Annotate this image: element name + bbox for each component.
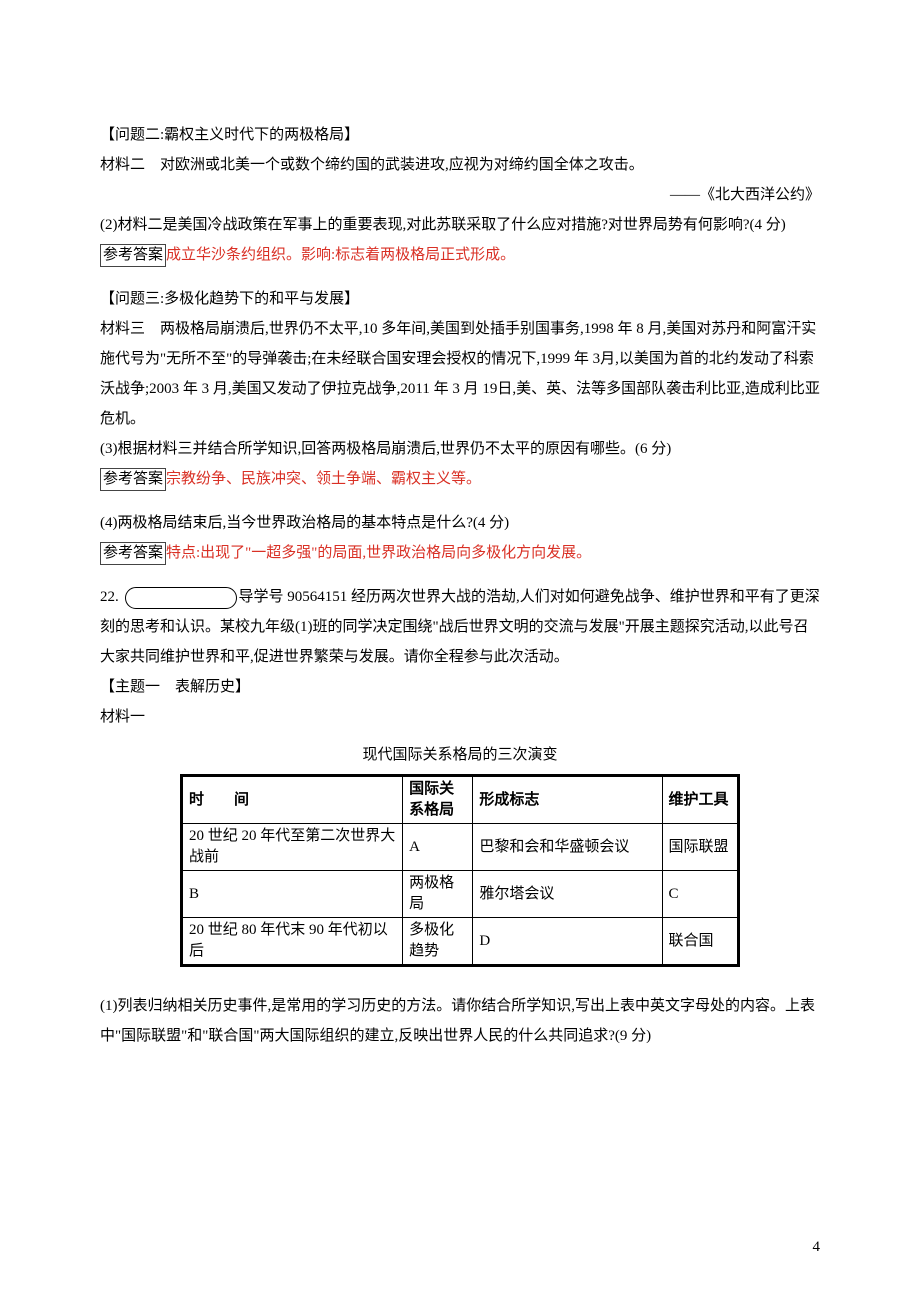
table-row: 20 世纪 20 年代至第二次世界大战前 A 巴黎和会和华盛顿会议 国际联盟 xyxy=(182,824,739,871)
table-cell: 巴黎和会和华盛顿会议 xyxy=(473,824,662,871)
answer-4-line: 参考答案特点:出现了"一超多强"的局面,世界政治格局向多极化方向发展。 xyxy=(100,538,820,568)
table-cell: 两极格局 xyxy=(403,871,473,918)
question-2: (2)材料二是美国冷战政策在军事上的重要表现,对此苏联采取了什么应对措施?对世界… xyxy=(100,210,820,240)
answer-3-line: 参考答案宗教纷争、民族冲突、领土争端、霸权主义等。 xyxy=(100,464,820,494)
table-cell: 国际联盟 xyxy=(662,824,738,871)
table-cell: 联合国 xyxy=(662,918,738,966)
history-table: 时 间 国际关系格局 形成标志 维护工具 20 世纪 20 年代至第二次世界大战… xyxy=(180,774,740,967)
table-cell: 多极化趋势 xyxy=(403,918,473,966)
table-row: 20 世纪 80 年代末 90 年代初以后 多极化趋势 D 联合国 xyxy=(182,918,739,966)
material2-source: ——《北大西洋公约》 xyxy=(100,180,820,210)
table-header: 形成标志 xyxy=(473,776,662,824)
section3-heading: 【问题三:多极化趋势下的和平与发展】 xyxy=(100,284,820,314)
theme1-heading: 【主题一 表解历史】 xyxy=(100,672,820,702)
table-cell: A xyxy=(403,824,473,871)
document-page: 【问题二:霸权主义时代下的两极格局】 材料二 对欧洲或北美一个或数个缔约国的武装… xyxy=(0,0,920,1302)
question-22-lead: 22. 导学号 90564151 经历两次世界大战的浩劫,人们对如何避免战争、维… xyxy=(100,582,820,672)
question-number: 22. xyxy=(100,589,119,605)
answer-3-text: 宗教纷争、民族冲突、领土争端、霸权主义等。 xyxy=(166,471,481,487)
table-cell: 20 世纪 80 年代末 90 年代初以后 xyxy=(182,918,403,966)
answer-2-text: 成立华沙条约组织。影响:标志着两极格局正式形成。 xyxy=(166,247,515,263)
answer-2-line: 参考答案成立华沙条约组织。影响:标志着两极格局正式形成。 xyxy=(100,240,820,270)
answer-tag: 参考答案 xyxy=(100,468,166,491)
answer-tag: 参考答案 xyxy=(100,542,166,565)
table-cell: B xyxy=(182,871,403,918)
answer-4-text: 特点:出现了"一超多强"的局面,世界政治格局向多极化方向发展。 xyxy=(166,545,591,561)
material2-text: 材料二 对欧洲或北美一个或数个缔约国的武装进攻,应视为对缔约国全体之攻击。 xyxy=(100,150,820,180)
table-header: 时 间 xyxy=(182,776,403,824)
table-header: 国际关系格局 xyxy=(403,776,473,824)
material3-text: 材料三 两极格局崩溃后,世界仍不太平,10 多年间,美国到处插手别国事务,199… xyxy=(100,314,820,434)
blank-field-icon xyxy=(125,587,237,609)
table-row: B 两极格局 雅尔塔会议 C xyxy=(182,871,739,918)
material1-label: 材料一 xyxy=(100,702,820,732)
question-3: (3)根据材料三并结合所学知识,回答两极格局崩溃后,世界仍不太平的原因有哪些。(… xyxy=(100,434,820,464)
table-cell: D xyxy=(473,918,662,966)
table-header: 维护工具 xyxy=(662,776,738,824)
table-header-row: 时 间 国际关系格局 形成标志 维护工具 xyxy=(182,776,739,824)
table-cell: C xyxy=(662,871,738,918)
question-22-1: (1)列表归纳相关历史事件,是常用的学习历史的方法。请你结合所学知识,写出上表中… xyxy=(100,991,820,1051)
table-caption: 现代国际关系格局的三次演变 xyxy=(100,740,820,770)
question-4: (4)两极格局结束后,当今世界政治格局的基本特点是什么?(4 分) xyxy=(100,508,820,538)
page-number: 4 xyxy=(813,1232,821,1262)
section2-heading: 【问题二:霸权主义时代下的两极格局】 xyxy=(100,120,820,150)
table-cell: 20 世纪 20 年代至第二次世界大战前 xyxy=(182,824,403,871)
answer-tag: 参考答案 xyxy=(100,244,166,267)
table-cell: 雅尔塔会议 xyxy=(473,871,662,918)
